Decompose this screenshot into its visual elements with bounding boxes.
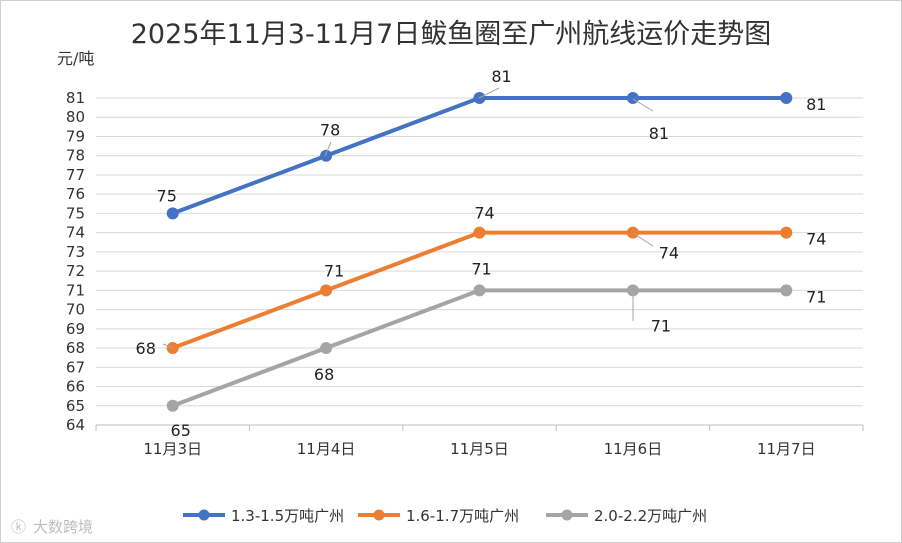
y-tick-label: 73 (66, 243, 85, 261)
y-tick-label: 71 (66, 281, 85, 299)
y-tick-label: 67 (66, 358, 85, 376)
y-tick-label: 75 (66, 204, 85, 222)
data-label: 81 (649, 124, 669, 143)
y-tick-label: 81 (66, 89, 85, 107)
data-label: 71 (324, 261, 344, 280)
data-point (166, 399, 179, 412)
label-leader-line (324, 141, 332, 157)
data-label: 81 (491, 67, 511, 86)
x-tick-label: 11月7日 (757, 440, 816, 458)
y-axis-unit: 元/吨 (57, 49, 94, 68)
data-label: 71 (651, 316, 671, 335)
y-tick-label: 66 (66, 378, 85, 396)
y-tick-label: 65 (66, 397, 85, 415)
grid-lines (96, 97, 863, 407)
data-point (320, 149, 333, 162)
data-label: 71 (806, 287, 826, 306)
data-label: 68 (136, 339, 156, 358)
legend-label: 2.0-2.2万吨广州 (594, 507, 707, 525)
watermark: ⓚ 大数跨境 (11, 518, 93, 536)
label-leader-line (632, 98, 654, 112)
label-leader-line (632, 232, 654, 247)
data-point (320, 284, 333, 297)
legend-swatch-marker (198, 509, 210, 521)
x-axis: 11月3日 11月4日 11月5日 11月6日 11月7日 (95, 424, 864, 458)
legend-label: 1.6-1.7万吨广州 (406, 507, 519, 525)
y-tick-label: 69 (66, 320, 85, 338)
x-tick-label: 11月3日 (143, 440, 202, 458)
legend-swatch-marker (561, 509, 573, 521)
data-point (626, 226, 639, 239)
data-point (473, 284, 486, 297)
y-tick-label: 74 (66, 224, 85, 242)
data-point (166, 207, 179, 220)
data-labels: 75 78 81 81 81 68 71 74 74 74 65 68 71 71 71 (136, 67, 827, 440)
watermark-logo-icon: ⓚ (11, 518, 26, 536)
y-tick-label: 79 (66, 127, 85, 145)
data-label: 74 (659, 244, 679, 263)
data-point (780, 226, 793, 239)
data-point (473, 226, 486, 239)
y-tick-label: 78 (66, 147, 85, 165)
data-label: 68 (314, 365, 334, 384)
data-label: 74 (474, 204, 494, 223)
label-leader-line (162, 343, 174, 349)
y-tick-label: 64 (66, 416, 85, 434)
data-point (780, 92, 793, 104)
legend: 1.3-1.5万吨广州 1.6-1.7万吨广州 2.0-2.2万吨广州 (183, 507, 707, 525)
y-tick-label: 77 (66, 166, 85, 184)
x-tick-label: 11月6日 (604, 440, 663, 458)
y-tick-label: 72 (66, 262, 85, 280)
chart-title: 2025年11月3-11月7日鲅鱼圈至广州航线运价走势图 (131, 19, 772, 50)
data-point (626, 92, 639, 104)
data-label: 71 (471, 259, 491, 278)
watermark-text: 大数跨境 (33, 518, 93, 536)
y-tick-label: 68 (66, 339, 85, 357)
legend-swatch-marker (373, 509, 385, 521)
label-leader-line (478, 87, 500, 99)
y-tick-label: 70 (66, 301, 85, 319)
y-tick-label: 80 (66, 108, 85, 126)
data-label: 65 (171, 421, 191, 440)
y-tick-label: 76 (66, 185, 85, 203)
x-tick-label: 11月4日 (297, 440, 356, 458)
data-label: 75 (157, 186, 177, 205)
data-label: 81 (806, 95, 826, 114)
data-point (320, 342, 333, 355)
data-label: 74 (806, 230, 826, 249)
x-tick-label: 11月5日 (450, 440, 509, 458)
data-label: 78 (320, 121, 340, 140)
data-point (780, 284, 793, 297)
legend-label: 1.3-1.5万吨广州 (231, 507, 344, 525)
